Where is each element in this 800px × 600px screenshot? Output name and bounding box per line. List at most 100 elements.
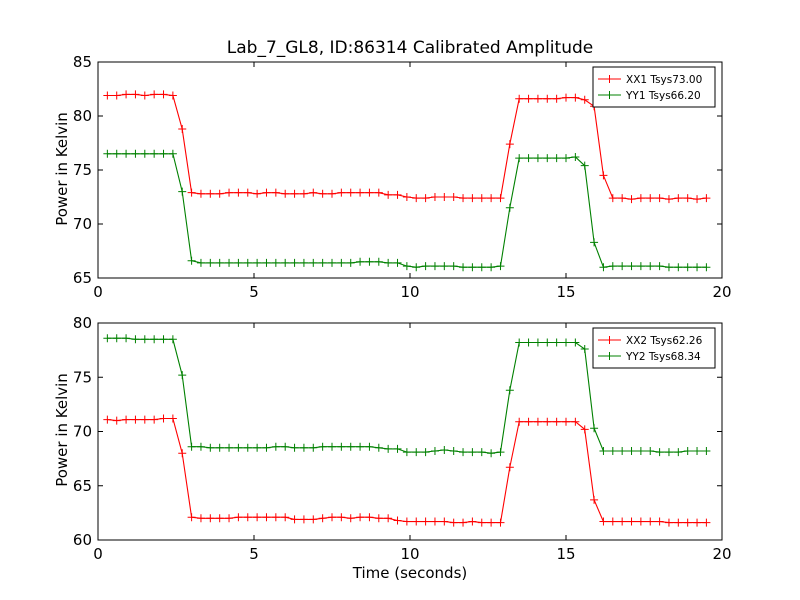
data-point <box>215 258 224 267</box>
data-point <box>150 335 159 344</box>
data-point <box>196 514 205 523</box>
x-tick-label: 0 <box>93 545 103 563</box>
data-point <box>346 258 355 267</box>
data-point <box>608 262 617 271</box>
data-point <box>309 443 318 452</box>
data-point <box>674 194 683 203</box>
data-point <box>674 518 683 527</box>
figure-title: Lab_7_GL8, ID:86314 Calibrated Amplitude <box>227 38 593 58</box>
data-point <box>459 518 468 527</box>
data-point <box>253 189 262 198</box>
data-point <box>430 517 439 526</box>
data-point <box>533 417 542 426</box>
x-tick-label: 5 <box>249 545 259 563</box>
data-point <box>122 415 131 424</box>
data-point <box>384 190 393 199</box>
data-point <box>150 415 159 424</box>
data-point <box>421 448 430 457</box>
data-point <box>384 444 393 453</box>
legend-box <box>592 66 716 108</box>
data-point <box>299 258 308 267</box>
data-point <box>580 345 589 354</box>
data-point <box>374 514 383 523</box>
data-point <box>337 188 346 197</box>
data-point <box>693 263 702 272</box>
data-point <box>393 258 402 267</box>
data-point <box>299 515 308 524</box>
data-point <box>187 188 196 197</box>
data-point <box>281 513 290 522</box>
data-point <box>328 189 336 198</box>
chart-top: 0 5 10 15 20 65 70 75 80 85 XX1 Tsys73.00 YY1 Tsys6… <box>73 53 732 301</box>
data-point <box>618 194 627 203</box>
data-point <box>421 517 430 526</box>
x-axis-label: Time (seconds) <box>352 564 468 582</box>
data-point <box>571 338 580 347</box>
data-point <box>477 194 486 203</box>
data-point <box>599 263 608 272</box>
data-point <box>608 447 617 456</box>
data-point <box>674 263 683 272</box>
data-point <box>206 258 215 267</box>
data-point <box>140 335 149 344</box>
data-point <box>103 91 112 100</box>
data-point <box>402 193 411 201</box>
data-point <box>178 124 187 133</box>
legend: XX2 Tsys62.26 YY2 Tsys68.34 <box>592 327 716 369</box>
data-point <box>655 262 664 271</box>
y-tick-label: 60 <box>73 531 92 549</box>
data-point <box>159 90 168 99</box>
data-point <box>112 334 121 343</box>
y-tick-label: 65 <box>73 269 92 287</box>
data-point <box>356 257 365 266</box>
data-point <box>178 187 187 196</box>
legend-marker <box>605 352 614 360</box>
data-point <box>356 188 365 197</box>
data-point <box>112 416 121 425</box>
data-point <box>365 188 374 197</box>
data-point <box>159 335 168 344</box>
data-point <box>374 188 383 197</box>
data-point <box>636 194 645 203</box>
data-point <box>636 262 645 271</box>
data-point <box>487 449 496 458</box>
data-point <box>655 194 664 203</box>
data-point <box>562 93 570 102</box>
data-point <box>580 95 589 104</box>
data-point <box>655 448 664 457</box>
data-point <box>131 90 140 99</box>
data-point <box>421 262 430 271</box>
data-point <box>664 195 673 204</box>
data-point <box>552 417 561 426</box>
series-2 <box>103 149 711 272</box>
data-point <box>599 447 608 456</box>
x-tick-label: 20 <box>712 545 731 563</box>
data-point <box>449 447 458 456</box>
data-point <box>215 189 224 198</box>
data-point <box>580 161 589 170</box>
data-point <box>702 263 711 272</box>
data-point <box>262 258 271 267</box>
data-point <box>440 262 449 271</box>
data-point <box>664 518 673 527</box>
data-point <box>477 263 486 272</box>
data-point <box>103 149 112 158</box>
data-point <box>346 514 355 523</box>
data-point <box>627 447 636 456</box>
data-point <box>225 258 234 267</box>
data-point <box>243 513 252 522</box>
data-point <box>496 518 505 527</box>
data-point <box>505 140 514 149</box>
data-point <box>599 171 608 180</box>
x-tick-label: 10 <box>400 545 419 563</box>
data-point <box>683 263 692 272</box>
data-point <box>618 447 627 456</box>
data-point <box>281 258 290 267</box>
data-point <box>243 188 252 197</box>
data-point <box>393 516 402 525</box>
data-point <box>290 258 299 267</box>
data-point <box>140 91 149 100</box>
data-point <box>402 517 411 526</box>
data-point <box>234 513 243 522</box>
